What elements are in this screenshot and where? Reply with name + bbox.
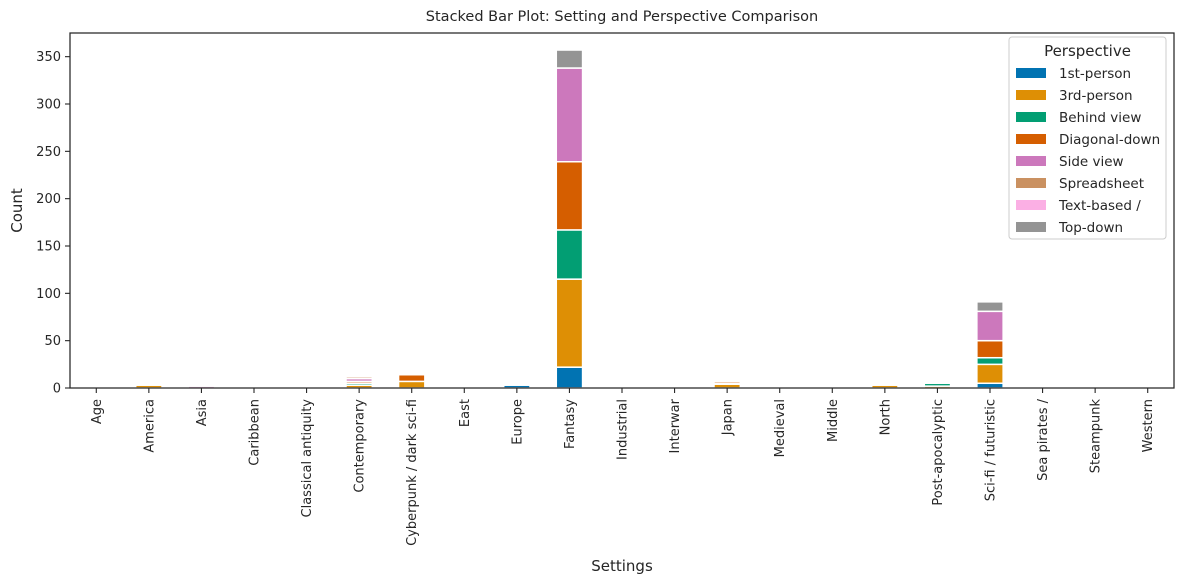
bar-post-apocalyptic-side-view xyxy=(923,380,952,384)
legend-swatch xyxy=(1016,200,1046,210)
x-axis-title: Settings xyxy=(591,557,653,575)
x-tick-label-caribbean: Caribbean xyxy=(248,399,263,466)
x-tick-label-steampunk: Steampunk xyxy=(1089,399,1104,474)
legend-swatch xyxy=(1016,156,1046,166)
x-tick-label-middle: Middle xyxy=(826,399,841,442)
x-tick-label-fantasy: Fantasy xyxy=(563,399,578,449)
legend-label: Behind view xyxy=(1059,110,1141,126)
legend-swatch xyxy=(1016,90,1046,100)
axes-group: 0 50 100 150 200 250 300 350 Age America Asia Carib… xyxy=(36,32,1175,546)
x-tick-label-contemporary: Contemporary xyxy=(353,399,368,493)
y-tick-label: 0 xyxy=(53,382,61,397)
bar-sci-fi-futuristic-top-down xyxy=(976,301,1004,313)
y-tick-label: 100 xyxy=(36,287,61,302)
legend-swatch xyxy=(1016,112,1046,122)
legend-item-spreadsheet: Spreadsheet xyxy=(1016,176,1144,192)
bar-fantasy-top-down xyxy=(555,49,584,69)
x-tick-label-industrial: Industrial xyxy=(616,399,631,460)
legend-label: 1st-person xyxy=(1059,66,1131,82)
y-tick-label: 150 xyxy=(36,240,61,255)
y-tick-label: 350 xyxy=(36,50,61,65)
bar-sci-fi-futuristic-3rd-person xyxy=(976,363,1004,385)
y-tick-label: 250 xyxy=(36,145,61,160)
x-tick-label-cyberpunk-dark-sci-fi: Cyberpunk / dark sci-fi xyxy=(405,399,420,546)
x-tick-label-age: Age xyxy=(90,399,105,424)
chart-title: Stacked Bar Plot: Setting and Perspectiv… xyxy=(426,9,818,25)
legend-items: 1st-person 3rd-person Behind view Diagonal-… xyxy=(1016,66,1160,236)
x-tick-label-europe: Europe xyxy=(510,399,525,445)
legend-swatch xyxy=(1016,178,1046,188)
x-tick-label-sea-pirates: Sea pirates / xyxy=(1036,398,1051,481)
legend-swatch xyxy=(1016,222,1046,232)
legend-item-3rd-person: 3rd-person xyxy=(1016,88,1133,104)
y-tick-label: 300 xyxy=(36,98,61,113)
legend: Perspective 1st-person 3rd-person Behind v… xyxy=(1008,36,1167,240)
y-tick-label: 200 xyxy=(36,192,61,207)
bar-fantasy-side-view xyxy=(555,67,584,163)
x-tick-label-japan: Japan xyxy=(721,399,736,436)
plot-frame xyxy=(69,32,1175,389)
legend-swatch xyxy=(1016,68,1046,78)
legend-label: Side view xyxy=(1059,154,1124,170)
y-tick-label: 50 xyxy=(44,334,61,349)
bar-sci-fi-futuristic-behind-view xyxy=(976,356,1004,366)
bar-asia-text-based xyxy=(187,384,216,387)
legend-item-behind-view: Behind view xyxy=(1016,110,1141,126)
legend-box xyxy=(1008,36,1167,240)
bar-cyberpunk-dark-sci-fi-3rd-person xyxy=(397,380,426,389)
x-tick-label-east: East xyxy=(458,399,473,427)
x-tick-label-classical-antiquity: Classical antiquity xyxy=(300,399,315,518)
x-tick-label-western: Western xyxy=(1141,399,1156,452)
legend-item-side-view: Side view xyxy=(1016,154,1124,170)
bar-north-side-view xyxy=(870,382,899,385)
bar-fantasy-3rd-person xyxy=(555,278,584,368)
bar-fantasy-1st-person xyxy=(555,366,584,389)
legend-title: Perspective xyxy=(1044,42,1131,60)
legend-swatch xyxy=(1016,134,1046,144)
legend-item-text-based: Text-based / xyxy=(1016,198,1141,214)
x-tick-label-interwar: Interwar xyxy=(668,398,683,453)
bar-europe-text-based xyxy=(502,381,531,385)
bar-fantasy-diagonal-down xyxy=(555,160,584,231)
x-tick-label-asia: Asia xyxy=(195,399,210,426)
bar-fantasy-behind-view xyxy=(555,229,584,280)
bar-america-spreadsheet xyxy=(134,381,163,385)
legend-label: Spreadsheet xyxy=(1059,176,1144,192)
x-tick-label-post-apocalyptic: Post-apocalyptic xyxy=(931,399,946,506)
bar-sci-fi-futuristic-diagonal-down xyxy=(976,339,1004,359)
x-tick-label-medieval: Medieval xyxy=(773,399,788,457)
bar-cyberpunk-dark-sci-fi-diagonal-down xyxy=(397,373,426,383)
legend-label: Diagonal-down xyxy=(1059,132,1160,148)
bar-japan-top-down xyxy=(713,376,742,380)
legend-label: Text-based / xyxy=(1058,198,1141,214)
y-axis-title: Count xyxy=(8,188,26,233)
legend-item-diagonal-down: Diagonal-down xyxy=(1016,132,1160,148)
legend-item-top-down: Top-down xyxy=(1016,220,1123,236)
legend-item-1st-person: 1st-person xyxy=(1016,66,1131,82)
legend-label: 3rd-person xyxy=(1059,88,1133,104)
x-tick-label-america: America xyxy=(142,399,157,453)
bars-group xyxy=(134,49,1004,389)
legend-label: Top-down xyxy=(1058,220,1123,236)
bar-contemporary-top-down xyxy=(345,373,374,377)
x-tick-label-north: North xyxy=(878,399,893,435)
bar-sci-fi-futuristic-side-view xyxy=(976,310,1004,342)
x-tick-label-sci-fi-futuristic: Sci-fi / futuristic xyxy=(984,399,999,501)
